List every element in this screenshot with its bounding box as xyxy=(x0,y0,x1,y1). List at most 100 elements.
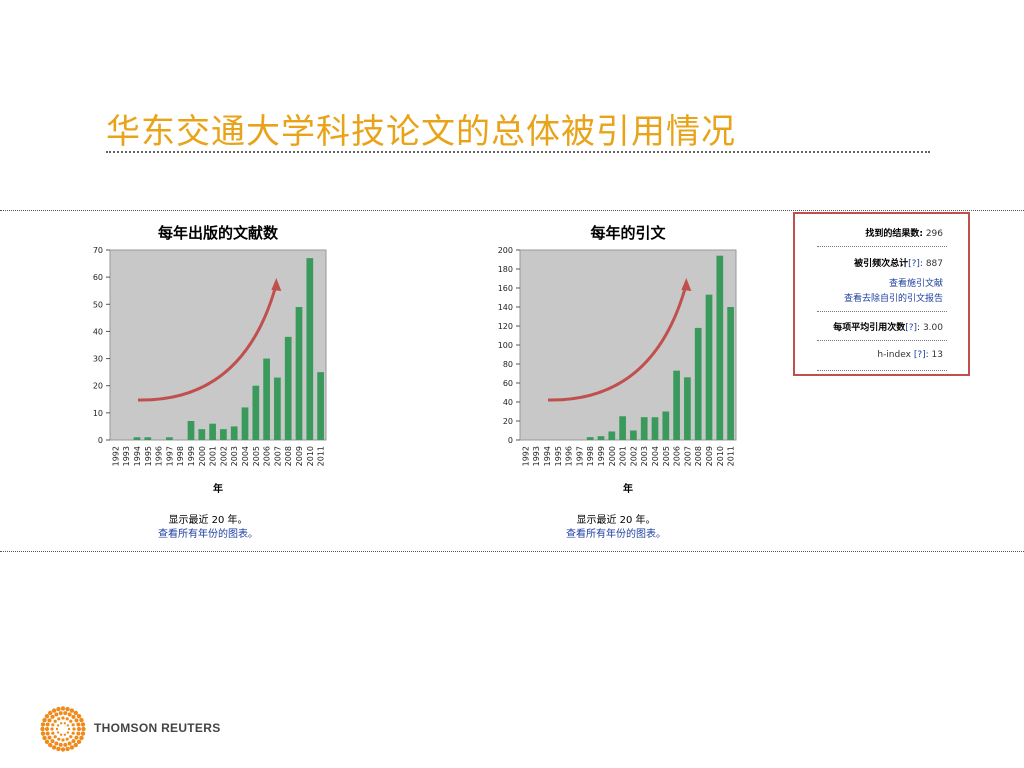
logo-dot xyxy=(58,742,63,747)
logo-dot xyxy=(44,714,50,719)
help-link[interactable]: [?] xyxy=(908,259,920,269)
logo-dot xyxy=(76,722,81,727)
y-tick-label: 70 xyxy=(93,246,103,255)
y-tick-label: 0 xyxy=(508,436,513,445)
logo-dot xyxy=(63,733,67,736)
view-all-years-link[interactable]: 查看所有年份的图表。 xyxy=(566,529,666,540)
help-link[interactable]: [?] xyxy=(905,323,918,333)
logo-dots xyxy=(40,706,86,752)
logo-dot xyxy=(42,717,47,723)
logo-dot xyxy=(55,727,59,731)
view-no-self-citation-link[interactable]: 查看去除自引的引文报告 xyxy=(843,294,943,304)
logo-dot xyxy=(61,738,65,742)
logo-dot xyxy=(71,739,76,744)
x-axis-label: 年 xyxy=(213,482,223,495)
logo-dot xyxy=(40,722,46,727)
y-tick-label: 60 xyxy=(503,379,513,388)
x-tick-label: 2005 xyxy=(252,446,261,466)
plot-area xyxy=(519,249,737,441)
help-link[interactable]: [?] xyxy=(913,350,926,360)
avg-citations-value: 3.00 xyxy=(922,323,943,333)
logo-dot xyxy=(59,733,63,736)
chart-citations-per-year: 每年的引文 0 20 40 60 80 100 120 140 160 180 200 1992 1993… xyxy=(490,216,740,501)
logo-dot xyxy=(47,718,52,723)
bar-1994 xyxy=(133,437,141,440)
bar-2009 xyxy=(295,307,303,440)
x-tick-label: 1993 xyxy=(532,446,541,466)
logo-dot xyxy=(56,746,61,752)
bar-1997 xyxy=(166,437,173,440)
logo-dot xyxy=(79,717,84,723)
bar-1995 xyxy=(144,437,152,440)
logo-dot xyxy=(69,745,75,750)
x-tick-label: 2002 xyxy=(219,446,228,466)
bar-2006 xyxy=(673,370,680,440)
bar-2004 xyxy=(241,407,249,440)
logo-dot xyxy=(77,727,81,731)
logo-dot xyxy=(40,731,46,736)
bar-2005 xyxy=(252,385,260,440)
x-tick-label: 2011 xyxy=(727,446,736,466)
y-tick-label: 20 xyxy=(93,382,103,391)
logo-dot xyxy=(76,739,82,744)
logo-dot xyxy=(47,735,52,740)
logo-dot xyxy=(48,710,53,716)
bar-2005 xyxy=(662,411,670,440)
view-citing-link[interactable]: 查看施引文献 xyxy=(888,279,943,289)
logo-dot xyxy=(50,714,55,719)
logo-dot xyxy=(67,712,72,717)
trend-arrow xyxy=(547,283,688,402)
chart-publications-caption: 显示最近 20 年。 查看所有年份的图表。 xyxy=(88,514,328,542)
y-tick-label: 10 xyxy=(93,409,103,418)
y-tick-label: 30 xyxy=(93,355,103,364)
results-found-label: 找到的结果数: xyxy=(865,229,923,239)
trend-arrowhead xyxy=(271,278,282,291)
bar-2000 xyxy=(198,429,206,440)
logo-dot xyxy=(66,724,70,727)
x-tick-label: 1997 xyxy=(165,446,174,466)
x-tick-label: 1996 xyxy=(565,446,574,466)
x-tick-label: 1999 xyxy=(187,446,196,466)
view-citing-row: 查看施引文献 xyxy=(817,276,943,289)
logo-dot xyxy=(80,722,86,727)
logo-dot xyxy=(53,735,57,739)
bar-2003 xyxy=(230,426,238,440)
logo-dot xyxy=(80,731,86,736)
view-all-years-link[interactable]: 查看所有年份的图表。 xyxy=(158,529,258,540)
summary-divider xyxy=(817,311,947,312)
x-tick-label: 2003 xyxy=(230,446,239,466)
avg-citations-label: 每项平均引用次数 xyxy=(833,323,906,333)
logo-dot xyxy=(42,735,47,741)
logo-dot xyxy=(56,706,61,712)
x-tick-label: 1998 xyxy=(586,446,595,466)
bar-1999 xyxy=(597,436,605,440)
logo-dot xyxy=(45,727,49,731)
x-tick-label: 2010 xyxy=(306,446,315,466)
logo-dot xyxy=(44,739,50,744)
x-tick-label: 1992 xyxy=(111,446,120,466)
x-tick-label: 1998 xyxy=(176,446,185,466)
caption-recent-years: 显示最近 20 年。 xyxy=(576,515,656,526)
band-bottom-divider xyxy=(0,551,1024,552)
bar-2001 xyxy=(619,416,626,440)
logo-dot xyxy=(40,726,45,732)
chart-citations-svg: 每年的引文 0 20 40 60 80 100 120 140 160 180 200 1992 1993… xyxy=(498,224,737,495)
logo-dot xyxy=(72,727,76,731)
x-tick-label: 2002 xyxy=(629,446,638,466)
logo-dot xyxy=(57,737,61,741)
logo-dot xyxy=(63,711,68,716)
logo-dot xyxy=(79,735,84,741)
logo-dot xyxy=(56,731,60,734)
x-tick-label: 2001 xyxy=(619,446,628,466)
y-tick-label: 200 xyxy=(498,246,513,255)
citation-summary-box: 找到的结果数: 296 被引频次总计[?]: 887 查看施引文献 查看去除自引… xyxy=(793,212,970,376)
logo-dot xyxy=(57,717,61,721)
total-citations-value: 887 xyxy=(925,259,943,269)
x-tick-label: 2011 xyxy=(317,446,326,466)
plot-area xyxy=(109,249,327,441)
bar-2011 xyxy=(727,307,734,440)
logo-dot xyxy=(69,719,73,723)
colon: : xyxy=(917,323,921,333)
y-tick-label: 0 xyxy=(98,436,103,445)
